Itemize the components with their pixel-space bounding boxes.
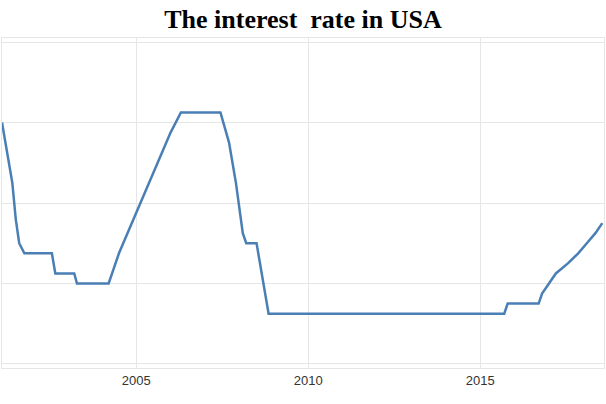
svg-text:2015: 2015	[466, 373, 495, 388]
svg-text:2010: 2010	[294, 373, 323, 388]
svg-text:The interest rate in USA: The interest rate in USA	[164, 5, 442, 34]
svg-text:2005: 2005	[122, 373, 151, 388]
